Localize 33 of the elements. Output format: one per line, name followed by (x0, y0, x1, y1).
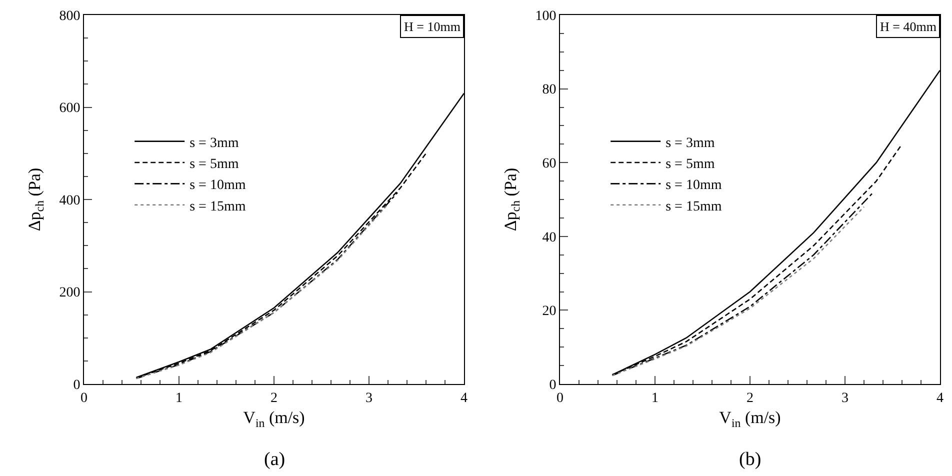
x-tick-label: 3 (366, 390, 372, 406)
text: (a) (264, 449, 286, 470)
y-tick-label: 20 (542, 304, 556, 320)
legend-label: s = 3mm (666, 136, 715, 151)
legend-label: s = 3mm (190, 136, 239, 151)
y-tick-label: 100 (535, 8, 556, 24)
legend-label: s = 10mm (666, 178, 722, 194)
x-tick-label: 2 (270, 390, 278, 406)
x-tick-label: 3 (842, 390, 848, 406)
y-tick-label: 400 (59, 193, 80, 208)
y-tick-label: 800 (59, 8, 80, 24)
x-tick-label: 4 (460, 390, 468, 406)
y-tick-label: 80 (542, 82, 556, 98)
y-tick-label: 0 (549, 378, 556, 393)
y-tick-label: 0 (73, 378, 80, 393)
y-tick-label: 40 (542, 230, 556, 246)
legend-label: s = 15mm (666, 199, 722, 214)
x-axis-title: V$_{in}$ (m/s) (719, 408, 781, 430)
legend-label: s = 10mm (190, 178, 246, 194)
x-tick-label: 4 (936, 390, 944, 406)
x-tick-label: 1 (652, 390, 658, 406)
x-axis-title: V$_{in}$ (m/s) (243, 408, 305, 430)
annotation: H = 10mm (404, 19, 460, 34)
annotation: H = 40mm (880, 19, 936, 34)
legend-label: s = 5mm (190, 156, 239, 172)
legend-label: s = 15mm (190, 199, 246, 214)
y-tick-label: 200 (59, 286, 80, 301)
x-tick-label: 1 (176, 390, 182, 406)
y-tick-label: 600 (59, 101, 80, 116)
x-tick-label: 2 (746, 390, 754, 406)
text: (b) (739, 449, 762, 470)
legend-label: s = 5mm (666, 156, 715, 172)
y-tick-label: 60 (542, 156, 556, 172)
